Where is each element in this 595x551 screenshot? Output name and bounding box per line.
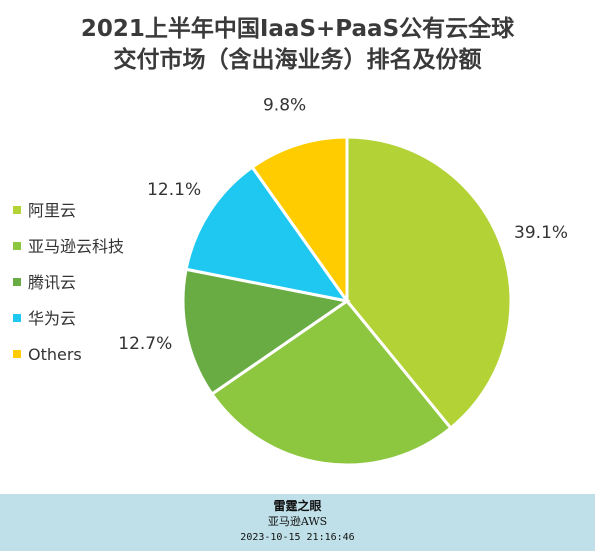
chart-title: 2021上半年中国IaaS+PaaS公有云全球 交付市场（含出海业务）排名及份额 bbox=[0, 14, 595, 76]
pie-slice-label-0: 39.1% bbox=[514, 223, 568, 243]
legend-swatch-0 bbox=[13, 206, 21, 214]
pie-slice-label-3: 12.1% bbox=[147, 180, 201, 200]
pie-slice-label-2: 12.7% bbox=[118, 334, 172, 354]
legend-label-1: 亚马逊云科技 bbox=[28, 237, 124, 256]
legend-label-0: 阿里云 bbox=[28, 201, 76, 220]
pie-slice-label-4: 9.8% bbox=[263, 96, 306, 116]
legend-label-4: Others bbox=[28, 345, 82, 364]
pie-slice-0 bbox=[345, 135, 513, 431]
pie-slice-1 bbox=[209, 298, 453, 467]
legend-swatch-2 bbox=[13, 278, 21, 286]
chart-title-line-2: 交付市场（含出海业务）排名及份额 bbox=[113, 47, 482, 73]
legend-swatch-3 bbox=[13, 314, 21, 322]
pie-slice-3 bbox=[184, 165, 351, 304]
pie-slice-2 bbox=[181, 267, 351, 397]
pie-slice-4 bbox=[250, 135, 349, 306]
chart-title-line-1: 2021上半年中国IaaS+PaaS公有云全球 bbox=[80, 16, 515, 42]
legend-label-2: 腾讯云 bbox=[28, 273, 76, 292]
watermark-banner: 雷霆之眼 亚马逊AWS 2023-10-15 21:16:46 bbox=[0, 494, 595, 551]
legend-swatch-4 bbox=[13, 350, 21, 358]
watermark-line-2: 亚马逊AWS bbox=[267, 515, 328, 528]
watermark-line-1: 雷霆之眼 bbox=[273, 499, 322, 513]
legend-swatch-1 bbox=[13, 242, 21, 250]
watermark-timestamp: 2023-10-15 21:16:46 bbox=[240, 532, 355, 543]
legend-label-3: 华为云 bbox=[28, 309, 76, 328]
